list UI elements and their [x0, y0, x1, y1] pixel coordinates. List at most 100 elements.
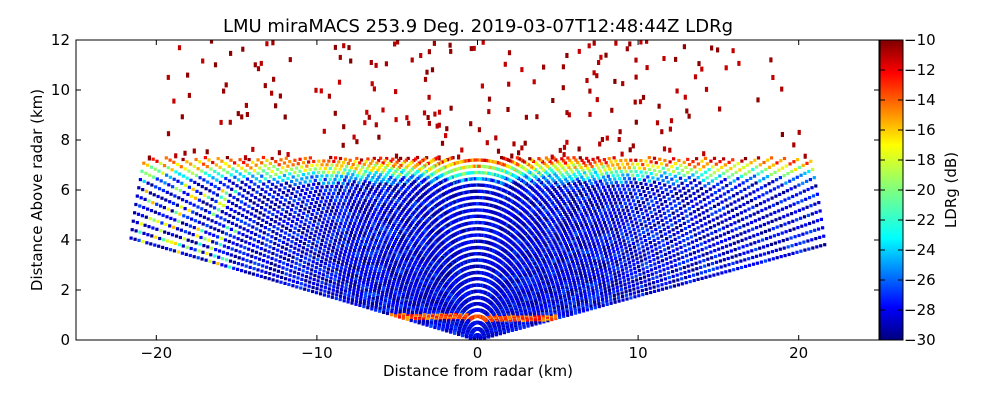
heatmap-cell — [614, 159, 618, 163]
heatmap-cell — [795, 193, 799, 197]
heatmap-cell — [591, 270, 595, 274]
heatmap-cell — [799, 249, 803, 253]
heatmap-cell — [687, 207, 691, 211]
heatmap-cell — [568, 267, 572, 271]
heatmap-cell — [706, 257, 710, 261]
heatmap-cell — [584, 297, 588, 301]
heatmap-cell — [699, 218, 703, 222]
heatmap-cell — [541, 239, 545, 243]
heatmap-cell — [502, 163, 506, 167]
heatmap-cell — [640, 285, 644, 289]
heatmap-cell — [549, 265, 553, 269]
heatmap-cell — [674, 263, 678, 267]
heatmap-cell — [523, 167, 527, 171]
heatmap-cell — [543, 233, 547, 237]
heatmap-cell — [732, 179, 736, 183]
heatmap-cell — [696, 176, 700, 180]
heatmap-cell — [686, 157, 690, 161]
heatmap-cell — [737, 198, 741, 202]
heatmap-cell — [692, 191, 696, 196]
heatmap-cell — [756, 232, 760, 237]
heatmap-cell — [753, 241, 757, 245]
heatmap-cell — [593, 245, 597, 249]
heatmap-cell — [669, 118, 674, 124]
heatmap-cell — [677, 235, 681, 240]
heatmap-cell — [554, 174, 558, 178]
heatmap-cell — [663, 183, 667, 187]
heatmap-cell — [602, 260, 606, 264]
heatmap-cell — [778, 216, 782, 220]
heatmap-cell — [481, 40, 485, 45]
heatmap-cell — [626, 236, 630, 240]
heatmap-cell — [651, 234, 655, 238]
heatmap-cell — [586, 239, 590, 243]
heatmap-cell — [577, 310, 582, 314]
heatmap-cell — [619, 245, 623, 249]
heatmap-cell — [632, 245, 636, 249]
heatmap-cell — [622, 212, 626, 216]
heatmap-cell — [716, 272, 720, 276]
heatmap-cell — [555, 282, 559, 286]
heatmap-cell — [646, 163, 650, 167]
heatmap-cell — [595, 163, 599, 167]
heatmap-cell — [584, 164, 588, 168]
heatmap-cell — [548, 307, 552, 311]
heatmap-cell — [593, 278, 597, 282]
heatmap-cell — [707, 181, 711, 186]
heatmap-cell — [688, 230, 693, 234]
heatmap-cell — [683, 191, 687, 195]
heatmap-cell — [507, 158, 511, 162]
heatmap-cell — [637, 189, 641, 193]
heatmap-cell — [641, 293, 645, 297]
heatmap-cell — [563, 210, 567, 214]
heatmap-cell — [779, 224, 783, 228]
heatmap-cell — [766, 251, 771, 255]
heatmap-cell — [523, 174, 527, 178]
heatmap-cell — [649, 245, 653, 249]
heatmap-cell — [592, 294, 596, 298]
heatmap-cell — [608, 236, 612, 241]
heatmap-cell — [758, 163, 762, 167]
heatmap-cell — [713, 191, 718, 195]
heatmap-cell — [679, 194, 684, 198]
heatmap-cell — [597, 305, 601, 309]
heatmap-cell — [811, 246, 815, 250]
heatmap-cell — [551, 270, 556, 274]
heatmap-cell — [575, 225, 579, 229]
heatmap-cell — [751, 227, 755, 231]
heatmap-cell — [560, 215, 564, 219]
heatmap-cell — [776, 185, 780, 189]
heatmap-cell — [710, 231, 714, 235]
heatmap-cell — [521, 159, 525, 163]
heatmap-cell — [631, 224, 635, 228]
heatmap-cell — [656, 221, 660, 225]
heatmap-cell — [553, 261, 557, 265]
heatmap-cell — [598, 233, 602, 237]
heatmap-cell — [551, 258, 555, 262]
heatmap-cell — [668, 285, 673, 289]
heatmap-cell — [641, 163, 645, 167]
heatmap-cell — [601, 303, 605, 308]
heatmap-cell — [797, 183, 801, 187]
heatmap-cell — [733, 221, 737, 225]
heatmap-cell — [544, 307, 548, 311]
heatmap-cell — [449, 176, 453, 180]
heatmap-cell — [590, 286, 594, 290]
heatmap-cell — [760, 170, 764, 174]
heatmap-cell — [756, 210, 760, 214]
heatmap-cell — [691, 245, 696, 249]
heatmap-cell — [565, 270, 569, 274]
heatmap-cell — [727, 160, 731, 164]
heatmap-cell — [667, 276, 671, 280]
heatmap-cell — [711, 199, 715, 203]
heatmap-cell — [539, 158, 543, 162]
heatmap-cell — [739, 232, 743, 236]
heatmap-cell — [648, 282, 652, 286]
heatmap-cell — [614, 260, 618, 264]
heatmap-cell — [775, 178, 779, 182]
heatmap-cell — [640, 185, 645, 190]
heatmap-cell — [684, 249, 688, 253]
heatmap-cell — [566, 225, 570, 229]
heatmap-cell — [573, 269, 578, 273]
heatmap-cell — [619, 180, 623, 184]
